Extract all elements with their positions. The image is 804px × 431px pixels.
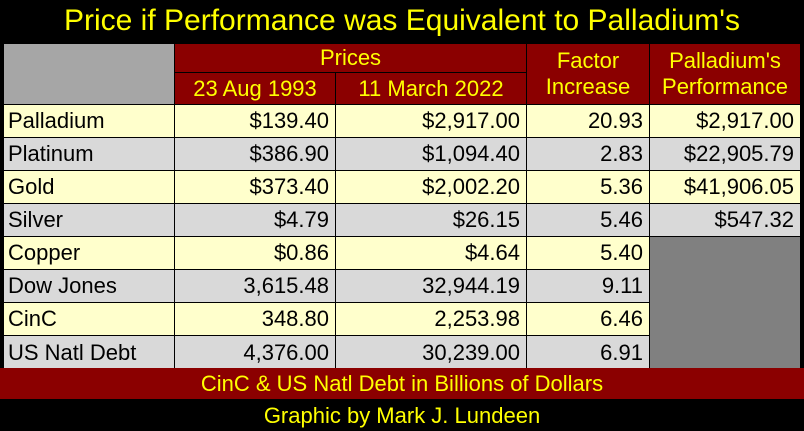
- cell-price-1993: $139.40: [175, 105, 335, 137]
- cell-factor-increase: 5.46: [527, 204, 649, 236]
- cell-palladium-performance: $41,906.05: [650, 171, 800, 203]
- data-table: Prices Factor Increase Palladium's Perfo…: [4, 44, 800, 369]
- cell-price-2022: 30,239.00: [336, 336, 526, 369]
- cell-price-2022: $2,002.20: [336, 171, 526, 203]
- cell-asset-name: Palladium: [4, 105, 174, 137]
- cell-factor-increase: 5.40: [527, 237, 649, 269]
- cell-asset-name: Gold: [4, 171, 174, 203]
- cell-asset-name: US Natl Debt: [4, 336, 174, 369]
- cell-price-1993: $386.90: [175, 138, 335, 170]
- cell-price-2022: $4.64: [336, 237, 526, 269]
- cell-asset-name: Dow Jones: [4, 270, 174, 302]
- cell-price-1993: $4.79: [175, 204, 335, 236]
- cell-palladium-performance: $2,917.00: [650, 105, 800, 137]
- header-factor-increase: Factor Increase: [527, 44, 649, 104]
- cell-price-1993: 348.80: [175, 303, 335, 335]
- cell-price-2022: $1,094.40: [336, 138, 526, 170]
- header-date-1993: 23 Aug 1993: [175, 73, 335, 104]
- header-factor-line1: Factor: [556, 48, 620, 73]
- cell-factor-increase: 9.11: [527, 270, 649, 302]
- cell-price-1993: $0.86: [175, 237, 335, 269]
- cell-price-1993: $373.40: [175, 171, 335, 203]
- cell-price-2022: 2,253.98: [336, 303, 526, 335]
- cell-asset-name: Copper: [4, 237, 174, 269]
- header-corner: [4, 44, 174, 104]
- credit-line: Graphic by Mark J. Lundeen: [263, 403, 541, 428]
- header-prices: Prices: [175, 44, 526, 72]
- header-perf-line1: Palladium's: [669, 48, 781, 73]
- cell-price-1993: 3,615.48: [175, 270, 335, 302]
- cell-factor-increase: 2.83: [527, 138, 649, 170]
- cell-factor-increase: 6.46: [527, 303, 649, 335]
- cell-factor-increase: 20.93: [527, 105, 649, 137]
- cell-palladium-performance: $22,905.79: [650, 138, 800, 170]
- header-palladium-performance: Palladium's Performance: [650, 44, 800, 104]
- empty-performance-block: [650, 237, 800, 369]
- header-perf-line2: Performance: [662, 74, 788, 99]
- footnote-billions: CinC & US Natl Debt in Billions of Dolla…: [0, 368, 804, 399]
- cell-factor-increase: 6.91: [527, 336, 649, 369]
- header-date-2022: 11 March 2022: [336, 73, 526, 104]
- cell-price-2022: $26.15: [336, 204, 526, 236]
- cell-asset-name: Silver: [4, 204, 174, 236]
- header-factor-line2: Increase: [545, 74, 631, 99]
- cell-price-2022: 32,944.19: [336, 270, 526, 302]
- cell-asset-name: CinC: [4, 303, 174, 335]
- chart-title: Price if Performance was Equivalent to P…: [63, 4, 741, 37]
- cell-price-2022: $2,917.00: [336, 105, 526, 137]
- cell-price-1993: 4,376.00: [175, 336, 335, 369]
- cell-factor-increase: 5.36: [527, 171, 649, 203]
- cell-asset-name: Platinum: [4, 138, 174, 170]
- cell-palladium-performance: $547.32: [650, 204, 800, 236]
